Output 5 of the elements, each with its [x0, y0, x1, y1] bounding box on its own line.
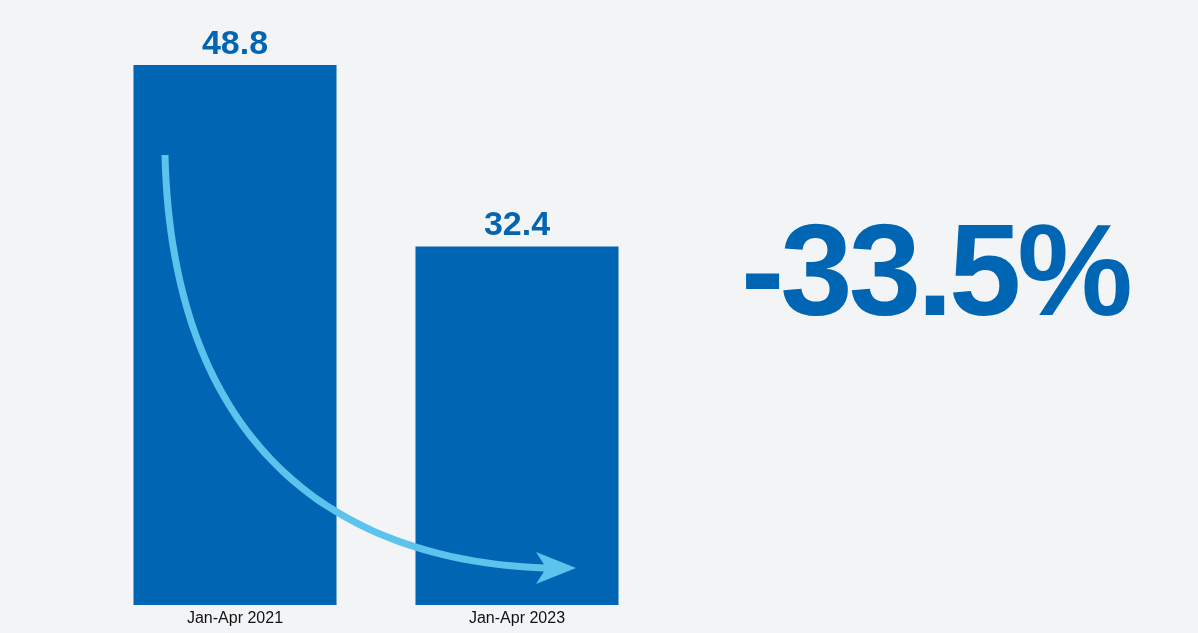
x-tick-label: Jan-Apr 2023 [468, 608, 566, 626]
data-label: 48.8 [201, 23, 269, 61]
text: -33.5% [740, 196, 1131, 345]
data-label: 32.4 [483, 204, 551, 243]
x-tick-label: Jan-Apr 2021 [186, 608, 284, 626]
